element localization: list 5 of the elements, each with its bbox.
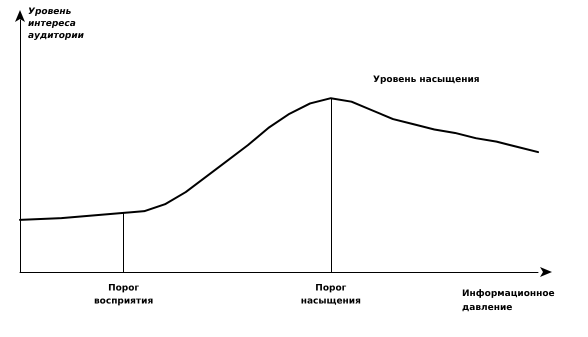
text: Уровень интереса аудитории xyxy=(28,7,85,41)
text: Уровень насыщения xyxy=(373,75,480,85)
x-axis-title: Информационное давление xyxy=(462,289,555,313)
x-tick-label: Порог восприятия xyxy=(94,284,154,306)
x-tick-label: Порог насыщения xyxy=(300,284,362,306)
